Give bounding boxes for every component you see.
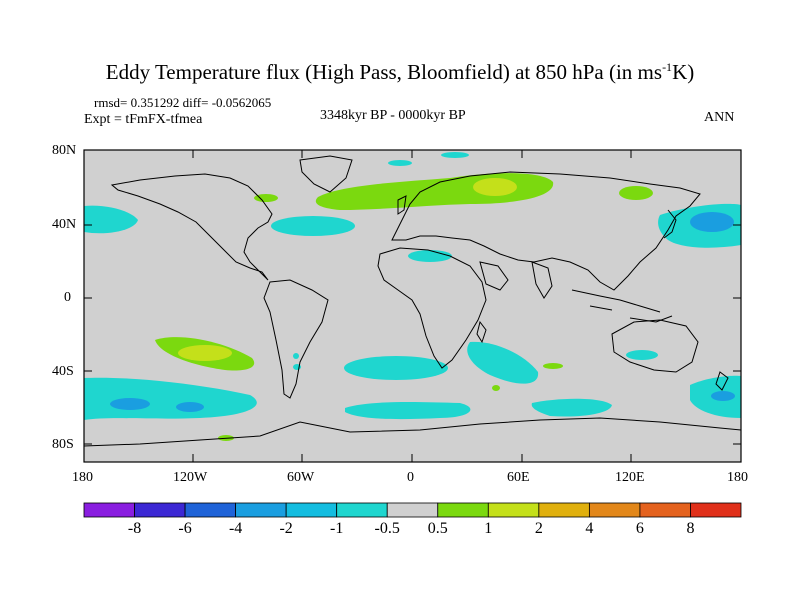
colorbar-tick-label: 0.5	[427, 520, 448, 537]
colorbar-swatch	[184, 502, 237, 518]
season-label: ANN	[704, 110, 735, 125]
colorbar-swatch	[487, 502, 540, 518]
colorbar-swatch	[285, 502, 338, 518]
lon-tick-60e: 60E	[507, 470, 530, 485]
colorbar-swatch	[134, 502, 186, 518]
lat-tick-0: 0	[64, 290, 71, 305]
chart-title: Eddy Temperature flux (High Pass, Bloomf…	[105, 60, 695, 84]
colorbar-tick-label: 8	[686, 520, 695, 537]
lon-tick-180w: 180	[72, 470, 93, 485]
colorbar-tick-label: 6	[635, 520, 644, 537]
colorbar-tick-label: -8	[127, 520, 142, 537]
lon-tick-60w: 60W	[287, 470, 315, 485]
lon-tick-0: 0	[407, 470, 414, 485]
colorbar-swatch	[538, 502, 590, 518]
colorbar-swatch	[639, 502, 691, 518]
experiment-label: Expt = tFmFX-tfmea	[84, 112, 203, 127]
colorbar-tick-label: -4	[228, 520, 243, 537]
colorbar-tick-label: -0.5	[374, 520, 400, 537]
colorbar-swatch	[437, 502, 489, 518]
lon-tick-120w: 120W	[173, 470, 208, 485]
stats-label: rmsd= 0.351292 diff= -0.0562065	[94, 95, 272, 110]
colorbar-swatch	[690, 502, 742, 518]
lon-tick-180e: 180	[727, 470, 748, 485]
colorbar-swatch	[588, 502, 641, 518]
lat-tick-80n: 80N	[52, 143, 77, 158]
colorbar-tick-label: 2	[534, 520, 543, 537]
colorbar-swatch	[386, 502, 439, 518]
colorbar-swatch	[235, 502, 287, 518]
colorbar-tick-label: 4	[585, 520, 594, 537]
colorbar-tick-label: -2	[279, 520, 293, 537]
anomaly-fields	[84, 152, 741, 441]
colorbar-tick-label: -6	[178, 520, 192, 537]
lon-tick-120e: 120E	[615, 470, 645, 485]
colorbar	[83, 502, 742, 518]
colorbar-tick-label: -1	[330, 520, 344, 537]
lat-tick-80s: 80S	[52, 437, 74, 452]
coastlines	[83, 155, 742, 447]
lat-tick-40s: 40S	[52, 364, 74, 379]
colorbar-tick-label: 1	[484, 520, 493, 537]
period-label: 3348kyr BP - 0000kyr BP	[320, 108, 466, 123]
axis-ticks	[84, 149, 741, 462]
colorbar-swatch	[336, 502, 388, 518]
lat-tick-40n: 40N	[52, 217, 77, 232]
colorbar-swatch	[83, 502, 135, 518]
